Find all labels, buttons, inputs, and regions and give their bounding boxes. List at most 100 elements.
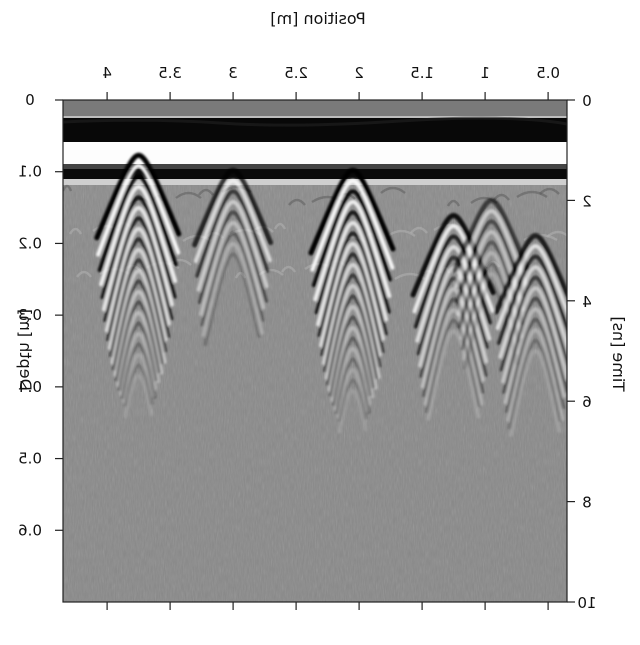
hyperbola-5-ring-2 [497,254,567,345]
hyperbola-0-ring-6 [103,216,174,323]
x-tick-label-1: 3.5 [158,64,182,82]
hyperbola-3-ring-11 [426,329,481,421]
hyperbola-2-ring-12 [326,294,379,386]
hyperbola-2-ring-11 [324,283,381,380]
clutter-streak [175,191,202,199]
hyperbola-2-ring-9 [321,263,382,365]
hyperbola-2-ring-17 [333,346,372,411]
hyperbola-0-ring-18 [120,341,157,400]
hyperbola-3-ring-10 [425,318,481,414]
hyperbola-0-ring-14 [114,299,161,382]
hyperbola-0-ring-17 [119,331,158,396]
hyperbola-0-ring-5 [101,205,174,312]
y-left-tick-label-1: 0.1 [18,163,42,181]
hyperbola-0-ring-12 [112,279,164,371]
hyperbola-0-ring-1 [96,163,181,257]
clutter-streak [63,184,73,192]
x-tick-label-4: 2 [354,64,364,82]
hyperbola-1-ring-8 [203,252,262,346]
hyperbola-2-ring-2 [311,189,392,288]
hyperbola-reflections [94,152,567,437]
hyperbola-1 [192,167,274,346]
hyperbola-2-ring-21 [337,388,368,434]
y-right-tick-label-4: 8 [582,494,592,512]
y-right-tick-label-3: 6 [582,393,592,411]
x-tick-label-2: 3 [228,64,238,82]
radargram-image [63,100,567,602]
hyperbola-2-ring-16 [331,336,372,407]
surface-band-5 [63,169,567,179]
y-right-tick-label-2: 4 [582,293,592,311]
hyperbola-0-ring-20 [123,363,154,408]
hyperbola-2-ring-19 [336,367,369,419]
hyperbola-2-ring-8 [320,252,385,357]
clutter-streak [493,193,510,201]
clutter-streak [273,222,287,230]
hyperbola-2-ring-15 [330,325,375,402]
y-left-tick-label-2: 0.2 [18,234,42,252]
hyperbola-2-ring-18 [334,357,371,415]
hyperbola-0-ring-11 [110,268,167,365]
hyperbola-0-ring-0 [94,152,182,241]
hyperbola-1-ring-3 [196,199,269,292]
x-tick-label-6: 1 [480,64,490,82]
hyperbola-0-ring-16 [117,321,158,392]
position-axis-title: Position [m] [270,9,365,28]
hyperbola-1-ring-5 [199,220,266,316]
hyperbola-4-ring-0 [452,197,530,273]
hyperbola-2-ring-4 [314,210,391,315]
position-axis: 4 3.5 3 2.5 2 1.5 1 0.5 [102,64,560,610]
hyperbola-5-ring-4 [499,275,567,372]
hyperbola-5-ring-3 [498,265,567,359]
surface-band-4 [63,164,567,169]
y-left-tick-label-6: 0.6 [18,521,42,539]
plot-frame [62,99,568,603]
surface-band-3 [63,142,567,164]
hyperbola-0-ring-3 [99,184,178,287]
surface-reflection-bands [63,100,567,185]
hyperbola-2-ring-10 [323,273,382,373]
hyperbola-5-ring-8 [505,317,566,414]
hyperbola-2 [308,167,396,434]
clutter-streak [446,199,461,207]
clutter-streak [539,187,560,195]
depth-axis: 0 0.1 0.2 0.3 0.4 0.5 0.6 [18,91,63,539]
hyperbola-2-ring-0 [308,167,396,256]
hyperbola-0-ring-4 [100,195,177,300]
x-tick-label-5: 1.5 [410,64,434,82]
hyperbola-5-ring-9 [506,328,565,422]
hyperbola-2-ring-13 [327,304,378,392]
hyperbola-2-ring-5 [316,220,389,327]
clutter-streak [280,265,297,273]
hyperbola-5-ring-11 [509,348,562,437]
hyperbola-0-ring-9 [107,247,168,350]
hyperbola-4-ring-1 [454,208,529,288]
hyperbola-4-ring-5 [459,250,524,340]
clutter-streak [68,227,83,235]
clutter-streak [380,186,406,194]
hyperbola-3-ring-8 [422,297,485,398]
depth-axis-title: Depth [m] [16,309,35,391]
hyperbola-1-ring-1 [193,178,272,263]
hyperbola-1-ring-7 [201,241,264,337]
hyperbola-5-ring-6 [502,296,567,395]
y-left-axis-label: Depth [m] [16,309,35,391]
y-right-tick-label-1: 2 [582,192,592,210]
hyperbola-4 [452,197,530,370]
hyperbola-0-ring-15 [116,310,161,387]
x-axis-label: Position [m] [270,9,365,28]
y-left-tick-label-4: 0.4 [18,378,42,396]
hyperbola-1-ring-4 [197,210,268,305]
hyperbola-2-ring-7 [319,241,385,348]
hyperbola-0-ring-21 [123,373,154,419]
y-left-tick-label-0: 0 [25,91,35,109]
hyperbola-2-ring-3 [313,199,392,302]
clutter-streak [410,226,428,234]
x-tick-label-3: 2.5 [284,64,308,82]
x-tick-label-7: 0.5 [536,64,560,82]
surface-band-wobble [63,116,567,127]
hyperbola-4-ring-6 [460,261,521,351]
hyperbola-0-ring-13 [113,289,164,377]
